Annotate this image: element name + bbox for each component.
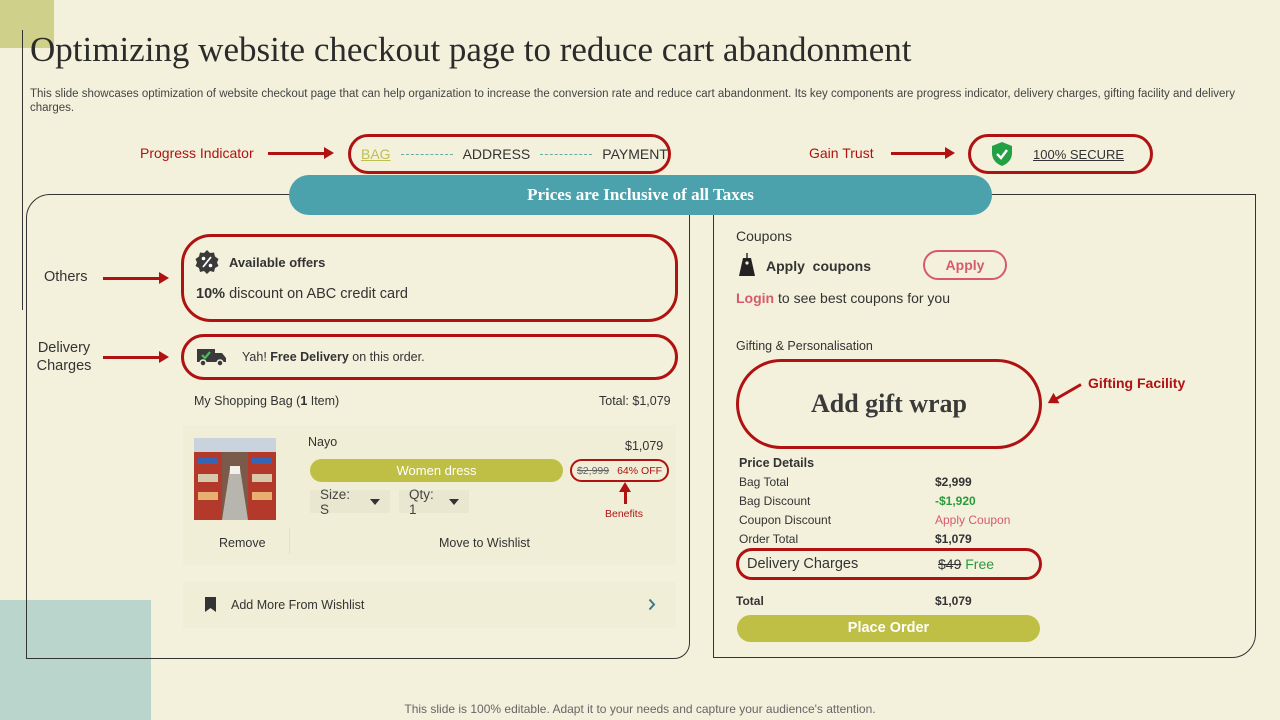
price-row-label: Bag Total [739, 475, 789, 489]
product-category-tag: Women dress [310, 459, 563, 482]
bag-total-value: $1,079 [632, 394, 671, 408]
secure-badge: 100% SECURE [968, 134, 1153, 174]
product-price: $1,079 [625, 439, 664, 453]
progress-indicator: BAG ADDRESS PAYMENT [348, 134, 671, 174]
discount-badge-icon [195, 250, 219, 274]
price-details-heading: Price Details [739, 456, 815, 470]
qty-select-value: Qty: 1 [409, 486, 434, 517]
add-more-wishlist-row[interactable] [183, 582, 676, 628]
step-address[interactable]: ADDRESS [462, 146, 531, 162]
delivery-bold: Free Delivery [270, 350, 349, 364]
move-to-wishlist-button[interactable]: Move to Wishlist [439, 536, 530, 550]
step-bag[interactable]: BAG [361, 146, 391, 162]
qty-select[interactable]: Qty: 1 [399, 487, 469, 517]
callout-delivery-charges: Delivery Charges [30, 339, 98, 375]
corner-decoration-top [0, 0, 54, 48]
bag-total-label: Total: [599, 394, 629, 408]
grand-total-label: Total [736, 594, 764, 608]
offers-title: Available offers [229, 255, 326, 270]
callout-gain-trust: Gain Trust [809, 145, 874, 161]
corner-decoration-bottom [0, 600, 151, 720]
price-row-label: Coupon Discount [739, 513, 832, 527]
step-divider [540, 153, 593, 155]
login-prompt-text: to see best coupons for you [778, 290, 950, 306]
chevron-down-icon [370, 498, 380, 505]
shield-check-icon [992, 142, 1012, 166]
delivery-suffix: on this order. [352, 350, 425, 364]
price-row-value: $1,079 [935, 532, 972, 546]
chevron-down-icon [449, 498, 459, 505]
arrow-gain-trust [891, 147, 955, 159]
login-link[interactable]: Login [736, 290, 775, 306]
size-select-value: Size: S [320, 486, 351, 517]
add-gift-wrap-button[interactable]: Add gift wrap [736, 359, 1042, 449]
delivery-charges-row: Delivery Charges $49 Free [736, 548, 1042, 580]
bag-heading: My Shopping Bag (1 Item) [194, 394, 339, 408]
delivery-truck-icon [197, 349, 226, 367]
product-image[interactable] [194, 438, 276, 520]
bag-heading-prefix: My Shopping Bag ( [194, 394, 301, 408]
action-divider [289, 528, 290, 554]
delivery-old-price: $49 [938, 556, 962, 572]
page-subtitle: This slide showcases optimization of web… [30, 88, 1235, 114]
login-prompt: Login to see best coupons for you [736, 290, 950, 306]
delivery-charges-value: $49 Free [938, 556, 994, 572]
arrow-benefits [624, 489, 627, 504]
price-row-value: $2,999 [935, 475, 972, 489]
left-divider [22, 30, 23, 310]
tax-banner: Prices are Inclusive of all Taxes [289, 175, 992, 215]
size-select[interactable]: Size: S [310, 487, 390, 517]
grand-total-value: $1,079 [935, 594, 972, 608]
step-divider [400, 153, 453, 155]
arrow-benefits-head [619, 482, 631, 492]
footer-note: This slide is 100% editable. Adapt it to… [404, 702, 876, 716]
page-title: Optimizing website checkout page to redu… [30, 30, 912, 69]
apply-coupon-button[interactable]: Apply [923, 250, 1007, 280]
offer-text: 10% discount on ABC credit card [196, 286, 408, 302]
callout-benefits: Benefits [605, 508, 643, 520]
step-payment[interactable]: PAYMENT [602, 146, 668, 162]
callout-gifting-facility: Gifting Facility [1088, 375, 1186, 391]
delivery-charges-label: Delivery Charges [747, 556, 859, 572]
available-offers: Available offers 10% discount on ABC cre… [181, 234, 678, 322]
callout-progress-indicator: Progress Indicator [140, 145, 254, 161]
delivery-prefix: Yah! [242, 350, 267, 364]
gifting-heading: Gifting & Personalisation [736, 339, 873, 353]
callout-others: Others [44, 269, 88, 285]
arrow-others [103, 272, 169, 284]
apply-coupon-link[interactable]: Apply Coupon [935, 513, 1011, 527]
offer-discount-text: discount on ABC credit card [229, 286, 408, 302]
delivery-free: Free [965, 556, 995, 572]
offer-discount-value: 10% [196, 286, 226, 302]
remove-button[interactable]: Remove [219, 536, 266, 550]
coupon-tag-icon [739, 253, 755, 276]
bag-count: 1 [300, 394, 308, 408]
place-order-button[interactable]: Place Order [737, 615, 1040, 642]
callout-delivery-line1: Delivery [37, 340, 91, 356]
original-price: $2,999 [576, 464, 610, 477]
delivery-text: Yah! Free Delivery on this order. [242, 350, 425, 364]
free-delivery-banner: Yah! Free Delivery on this order. [181, 334, 678, 380]
bookmark-icon [205, 597, 216, 612]
coupons-heading: Coupons [736, 228, 793, 244]
price-row-label: Order Total [739, 532, 799, 546]
discount-percent: 64% OFF [617, 464, 663, 477]
add-more-wishlist-label[interactable]: Add More From Wishlist [231, 598, 365, 612]
apply-coupons-label: Apply coupons [766, 258, 871, 274]
bag-total: Total: $1,079 [599, 394, 671, 408]
arrow-delivery [103, 351, 169, 363]
chevron-right-icon[interactable] [648, 598, 656, 611]
discount-badge: $2,999 64% OFF [570, 459, 669, 482]
bag-heading-suffix: Item) [307, 394, 340, 408]
product-brand: Nayo [308, 435, 338, 449]
price-row-label: Bag Discount [739, 494, 811, 508]
secure-label[interactable]: 100% SECURE [1033, 146, 1125, 162]
arrow-progress [268, 147, 334, 159]
price-row-value: -$1,920 [935, 494, 976, 508]
callout-delivery-line2: Charges [36, 358, 92, 374]
